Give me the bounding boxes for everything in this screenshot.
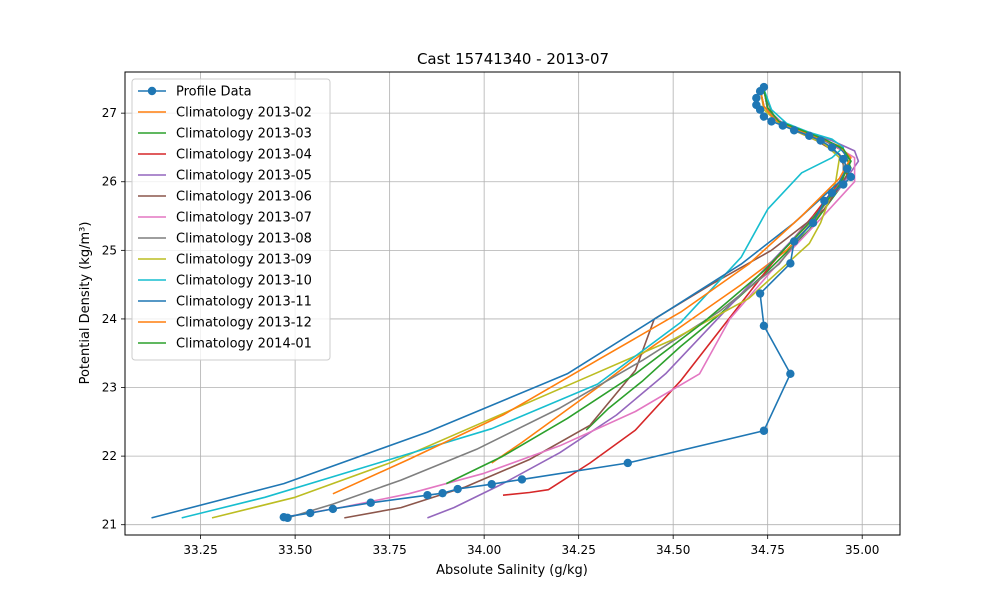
legend-label: Climatology 2013-02	[176, 106, 312, 121]
profile-data-point	[820, 196, 829, 206]
y-tick-label: 21	[102, 518, 117, 532]
profile-data-point	[279, 512, 288, 522]
profile-data-point	[846, 172, 856, 182]
legend-label: Climatology 2013-11	[176, 295, 312, 310]
chart-title: Cast 15741340 - 2013-07	[417, 50, 609, 68]
legend-label: Climatology 2013-03	[176, 127, 312, 142]
profile-data-point	[759, 112, 769, 121]
legend-label: Climatology 2013-06	[176, 190, 312, 205]
y-tick-label: 27	[102, 106, 117, 120]
y-tick-label: 23	[102, 381, 117, 395]
y-tick-label: 24	[102, 312, 117, 326]
profile-data-point	[759, 82, 769, 92]
y-axis-label: Potential Density (kg/m³)	[78, 222, 93, 385]
y-tick-label: 25	[102, 243, 117, 257]
legend-marker	[147, 86, 157, 96]
x-tick-label: 35.00	[845, 543, 879, 557]
plot-area-frame	[124, 71, 901, 536]
y-tick-label: 26	[102, 175, 117, 189]
profile-data-point	[805, 131, 814, 140]
profile-data-point	[453, 484, 462, 494]
profile-data-point	[808, 218, 818, 228]
profile-data-point	[366, 498, 375, 507]
x-tick-label: 34.00	[467, 543, 501, 557]
profile-data-point	[839, 180, 848, 189]
legend-label: Climatology 2013-07	[176, 211, 312, 226]
legend-label: Climatology 2013-12	[176, 316, 312, 331]
legend: Profile Data Climatology 2013-02 Climatolo…	[131, 78, 331, 361]
x-tick-label: 34.50	[656, 543, 690, 557]
profile-data-point	[789, 237, 799, 246]
profile-data-point	[827, 143, 837, 152]
profile-data-point	[759, 321, 769, 330]
grid	[125, 72, 900, 535]
profile-data-point	[816, 136, 825, 145]
profile-data-point	[839, 154, 848, 164]
profile-data-point	[842, 164, 852, 173]
profile-data-point	[438, 488, 447, 498]
x-tick-label: 33.50	[278, 543, 312, 557]
legend-label: Climatology 2014-01	[176, 337, 312, 352]
legend-label: Profile Data	[176, 85, 252, 100]
profile-data-point	[517, 475, 527, 484]
legend-label: Climatology 2013-09	[176, 253, 312, 268]
profile-data-point	[767, 117, 776, 126]
profile-data-point	[623, 458, 633, 468]
profile-data-point	[328, 504, 338, 514]
profile-data-point	[778, 121, 788, 130]
profile-data-point	[827, 188, 837, 197]
legend-box	[131, 78, 331, 361]
profile-data-point	[487, 480, 496, 489]
profile-data-point	[786, 369, 795, 379]
x-tick-label: 33.25	[183, 543, 217, 557]
x-tick-label: 33.75	[372, 543, 406, 557]
profile-data-point	[786, 259, 795, 268]
x-tick-label: 34.25	[561, 543, 595, 557]
plot-series	[151, 82, 860, 523]
profile-data-point	[752, 100, 761, 110]
x-axis-ticks: 33.25 33.50 33.75 34.00 34.25 34.50 34.75 35.00	[183, 535, 879, 557]
profile-data-point	[423, 491, 432, 500]
series-line-climatology-2013-10	[181, 88, 845, 519]
profile-data-point	[759, 426, 769, 435]
legend-label: Climatology 2013-10	[176, 274, 312, 289]
y-tick-label: 22	[102, 449, 117, 463]
x-tick-label: 34.75	[751, 543, 785, 557]
y-axis-ticks: 21 22 23 24 25 26 27	[102, 106, 125, 532]
profile-data-point	[789, 126, 799, 135]
legend-label: Climatology 2013-05	[176, 169, 312, 184]
legend-label: Climatology 2013-08	[176, 232, 312, 247]
x-axis-label: Absolute Salinity (g/kg)	[436, 563, 588, 578]
legend-label: Climatology 2013-04	[176, 148, 312, 163]
profile-data-point	[306, 508, 315, 518]
profile-data-point	[752, 93, 761, 103]
profile-data-point	[755, 289, 765, 298]
